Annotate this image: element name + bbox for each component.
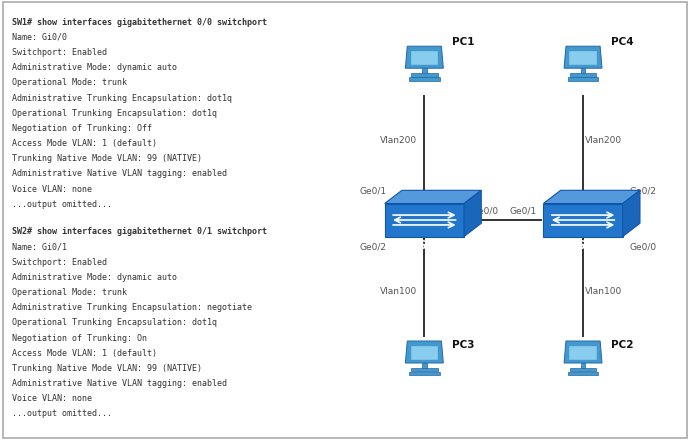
- Text: Name: Gi0/0: Name: Gi0/0: [12, 33, 68, 42]
- Polygon shape: [406, 341, 443, 363]
- Text: Vlan100: Vlan100: [380, 286, 417, 296]
- FancyBboxPatch shape: [568, 77, 598, 81]
- Text: SW2: SW2: [576, 238, 607, 252]
- Text: Ge0/0: Ge0/0: [471, 207, 498, 216]
- Text: Switchport: Enabled: Switchport: Enabled: [12, 258, 108, 267]
- Polygon shape: [385, 203, 464, 237]
- Text: ...output omitted...: ...output omitted...: [12, 200, 112, 209]
- Text: Ge0/0: Ge0/0: [630, 242, 657, 251]
- Text: Negotiation of Trunking: On: Negotiation of Trunking: On: [12, 334, 148, 342]
- Polygon shape: [623, 191, 640, 237]
- Text: Administrative Trunking Encapsulation: dot1q: Administrative Trunking Encapsulation: d…: [12, 94, 233, 103]
- Text: Name: Gi0/1: Name: Gi0/1: [12, 242, 68, 251]
- FancyBboxPatch shape: [422, 68, 426, 73]
- FancyBboxPatch shape: [570, 368, 596, 371]
- Text: Vlan200: Vlan200: [584, 136, 622, 145]
- FancyBboxPatch shape: [411, 368, 437, 371]
- Text: Administrative Mode: dynamic auto: Administrative Mode: dynamic auto: [12, 63, 177, 72]
- Text: PC3: PC3: [452, 341, 475, 350]
- Text: Trunking Native Mode VLAN: 99 (NATIVE): Trunking Native Mode VLAN: 99 (NATIVE): [12, 364, 202, 373]
- Text: PC1: PC1: [452, 37, 475, 47]
- Text: Ge0/1: Ge0/1: [509, 207, 536, 216]
- Polygon shape: [406, 46, 443, 68]
- Text: Vlan100: Vlan100: [584, 286, 622, 296]
- Text: PC4: PC4: [611, 37, 633, 47]
- Text: PC2: PC2: [611, 341, 633, 350]
- Polygon shape: [464, 191, 482, 237]
- Text: Access Mode VLAN: 1 (default): Access Mode VLAN: 1 (default): [12, 139, 157, 148]
- FancyBboxPatch shape: [568, 372, 598, 375]
- Text: Administrative Mode: dynamic auto: Administrative Mode: dynamic auto: [12, 273, 177, 282]
- FancyBboxPatch shape: [411, 51, 438, 65]
- Text: ...output omitted...: ...output omitted...: [12, 410, 112, 418]
- Text: Negotiation of Trunking: Off: Negotiation of Trunking: Off: [12, 124, 152, 133]
- Text: Administrative Native VLAN tagging: enabled: Administrative Native VLAN tagging: enab…: [12, 169, 228, 178]
- Polygon shape: [564, 46, 602, 68]
- Text: Trunking Native Mode VLAN: 99 (NATIVE): Trunking Native Mode VLAN: 99 (NATIVE): [12, 154, 202, 163]
- Text: Vlan200: Vlan200: [380, 136, 417, 145]
- Text: Switchport: Enabled: Switchport: Enabled: [12, 48, 108, 57]
- Polygon shape: [564, 341, 602, 363]
- Text: Administrative Trunking Encapsulation: negotiate: Administrative Trunking Encapsulation: n…: [12, 303, 253, 312]
- Text: Ge0/2: Ge0/2: [630, 187, 657, 196]
- Text: Access Mode VLAN: 1 (default): Access Mode VLAN: 1 (default): [12, 349, 157, 358]
- FancyBboxPatch shape: [411, 346, 438, 360]
- FancyBboxPatch shape: [3, 2, 687, 438]
- Text: SW1# show interfaces gigabitethernet 0/0 switchport: SW1# show interfaces gigabitethernet 0/0…: [12, 18, 268, 26]
- Text: Operational Trunking Encapsulation: dot1q: Operational Trunking Encapsulation: dot1…: [12, 319, 217, 327]
- FancyBboxPatch shape: [581, 363, 585, 368]
- FancyBboxPatch shape: [409, 77, 440, 81]
- Text: Operational Trunking Encapsulation: dot1q: Operational Trunking Encapsulation: dot1…: [12, 109, 217, 117]
- Polygon shape: [544, 191, 640, 203]
- FancyBboxPatch shape: [581, 68, 585, 73]
- Polygon shape: [544, 203, 623, 237]
- FancyBboxPatch shape: [411, 73, 437, 77]
- FancyBboxPatch shape: [422, 363, 426, 368]
- FancyBboxPatch shape: [569, 51, 597, 65]
- FancyBboxPatch shape: [409, 372, 440, 375]
- Text: SW1: SW1: [417, 238, 448, 252]
- Text: Ge0/2: Ge0/2: [359, 242, 386, 251]
- Text: Operational Mode: trunk: Operational Mode: trunk: [12, 288, 128, 297]
- Text: Voice VLAN: none: Voice VLAN: none: [12, 394, 92, 403]
- FancyBboxPatch shape: [570, 73, 596, 77]
- Text: SW2# show interfaces gigabitethernet 0/1 switchport: SW2# show interfaces gigabitethernet 0/1…: [12, 227, 268, 236]
- Text: Operational Mode: trunk: Operational Mode: trunk: [12, 78, 128, 87]
- Polygon shape: [385, 191, 482, 203]
- Text: Administrative Native VLAN tagging: enabled: Administrative Native VLAN tagging: enab…: [12, 379, 228, 388]
- Text: Ge0/1: Ge0/1: [359, 187, 386, 196]
- FancyBboxPatch shape: [569, 346, 597, 360]
- Text: Voice VLAN: none: Voice VLAN: none: [12, 185, 92, 194]
